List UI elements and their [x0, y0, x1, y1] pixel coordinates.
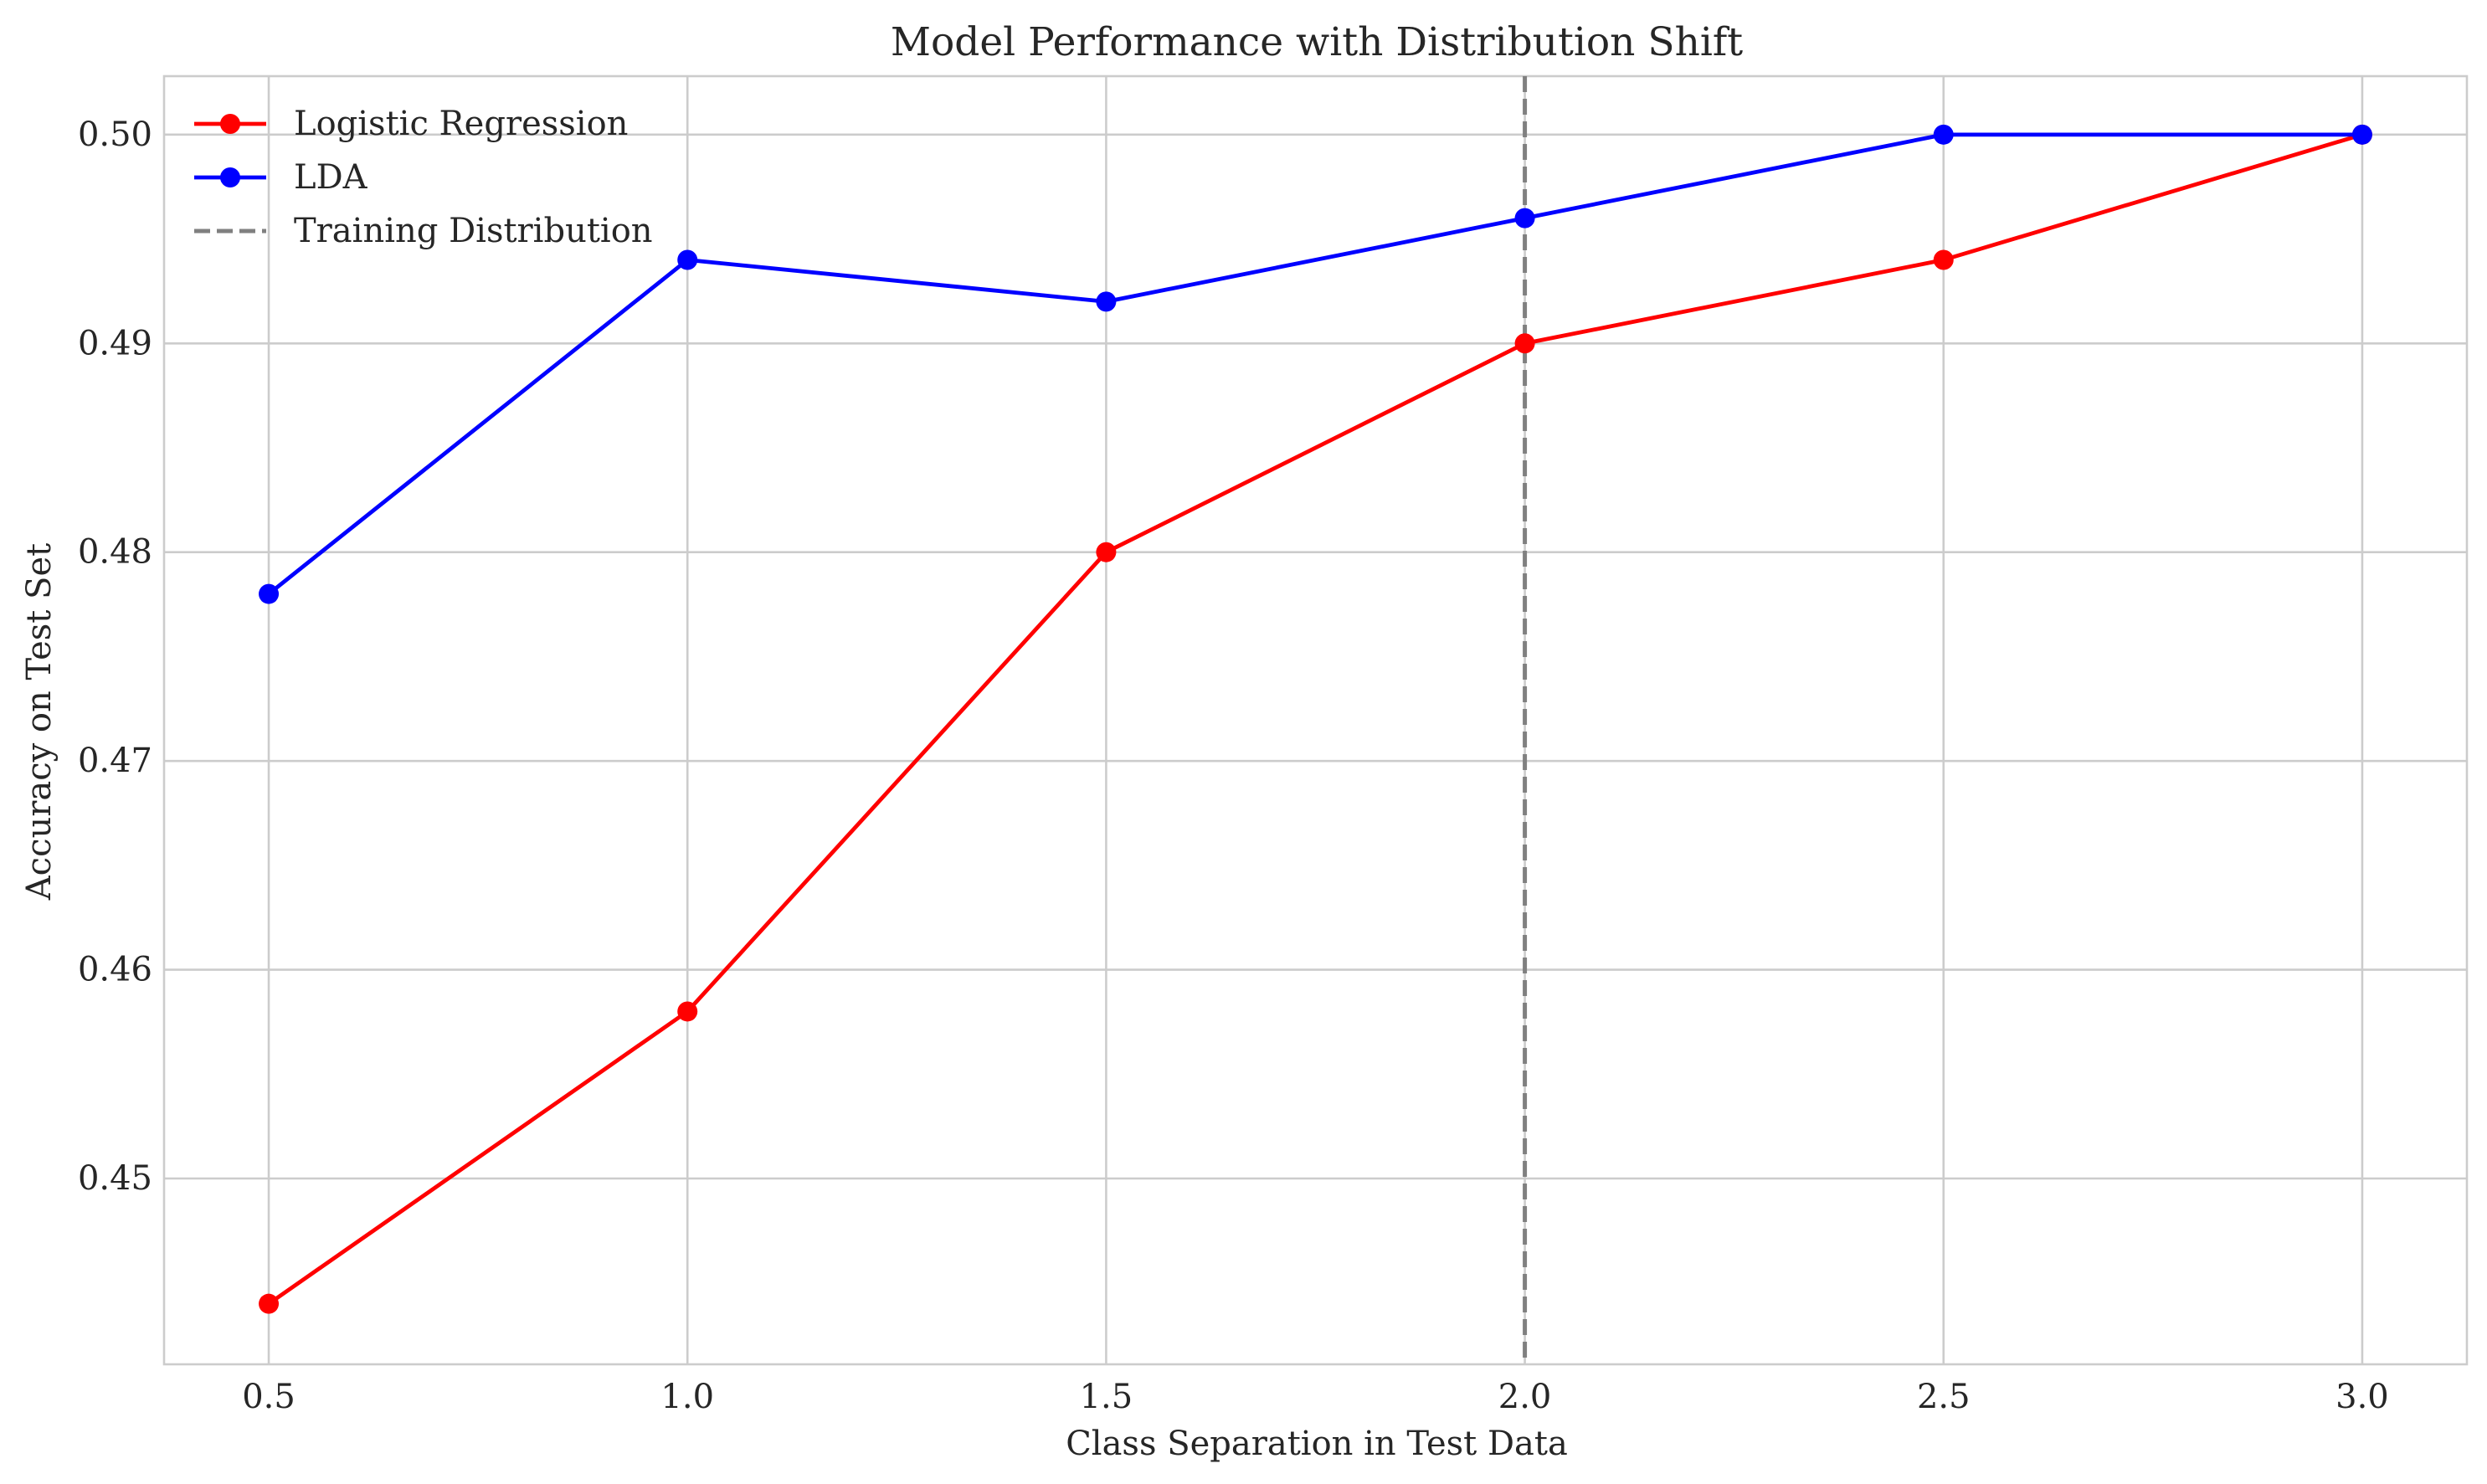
legend-item-training-distribution: Training Distribution [194, 212, 653, 250]
y-tick-label: 0.46 [78, 951, 152, 989]
y-tick-label: 0.45 [78, 1159, 152, 1198]
data-point-lda [1096, 291, 1117, 312]
data-point-lda [677, 249, 698, 270]
series-line-logistic-regression [267, 132, 2363, 1306]
legend-item-logistic-regression: Logistic Regression [194, 105, 628, 143]
x-tick-label: 2.5 [1917, 1378, 1971, 1416]
x-tick-label: 3.0 [2335, 1378, 2389, 1416]
x-axis-title: Class Separation in Test Data [1066, 1425, 1568, 1463]
data-point-logistic-regression [1096, 542, 1117, 562]
legend-item-lda: LDA [194, 158, 368, 197]
x-tick-label: 2.0 [1498, 1378, 1552, 1416]
x-axis-tick-labels: 0.5 1.0 1.5 2.0 2.5 3.0 [242, 1378, 2389, 1416]
x-tick-label: 1.0 [660, 1378, 714, 1416]
data-point-lda [259, 583, 280, 604]
series-logistic-regression [259, 124, 2372, 1314]
legend-label: LDA [294, 158, 368, 197]
y-tick-label: 0.47 [78, 742, 152, 780]
data-point-logistic-regression [1933, 249, 1954, 270]
series-lda [259, 124, 2372, 604]
data-series [259, 124, 2372, 1314]
x-tick-label: 0.5 [242, 1378, 295, 1416]
legend-label: Training Distribution [294, 212, 653, 250]
y-tick-label: 0.49 [78, 324, 152, 362]
data-point-lda [1933, 124, 1954, 145]
data-point-lda [1514, 208, 1535, 229]
y-axis-title: Accuracy on Test Set [20, 543, 59, 901]
y-tick-label: 0.50 [78, 116, 152, 154]
legend-marker [220, 167, 240, 187]
y-tick-label: 0.48 [78, 533, 152, 572]
x-tick-label: 1.5 [1080, 1378, 1133, 1416]
plot-area-frame [162, 74, 2469, 1366]
y-axis-tick-labels: 0.45 0.46 0.47 0.48 0.49 0.50 [78, 116, 152, 1198]
data-point-logistic-regression [677, 1001, 698, 1022]
legend-label: Logistic Regression [294, 105, 628, 143]
chart-title: Model Performance with Distribution Shif… [891, 19, 1743, 65]
grid-lines [164, 76, 2467, 1364]
data-point-logistic-regression [259, 1293, 280, 1314]
legend: Logistic Regression LDA Training Distribut… [194, 105, 653, 250]
data-point-logistic-regression [1514, 333, 1535, 354]
series-line-lda [267, 132, 2362, 596]
legend-marker [220, 114, 240, 134]
data-point-lda [2351, 124, 2372, 145]
